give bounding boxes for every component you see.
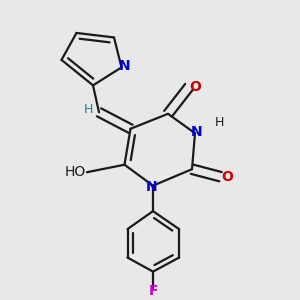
Text: H: H	[84, 103, 93, 116]
Text: O: O	[221, 170, 233, 184]
Text: H: H	[214, 116, 224, 129]
Text: HO: HO	[64, 165, 86, 179]
Text: N: N	[119, 59, 130, 73]
Text: N: N	[146, 180, 157, 194]
Text: O: O	[190, 80, 202, 94]
Text: N: N	[191, 125, 202, 139]
Text: F: F	[148, 284, 158, 298]
